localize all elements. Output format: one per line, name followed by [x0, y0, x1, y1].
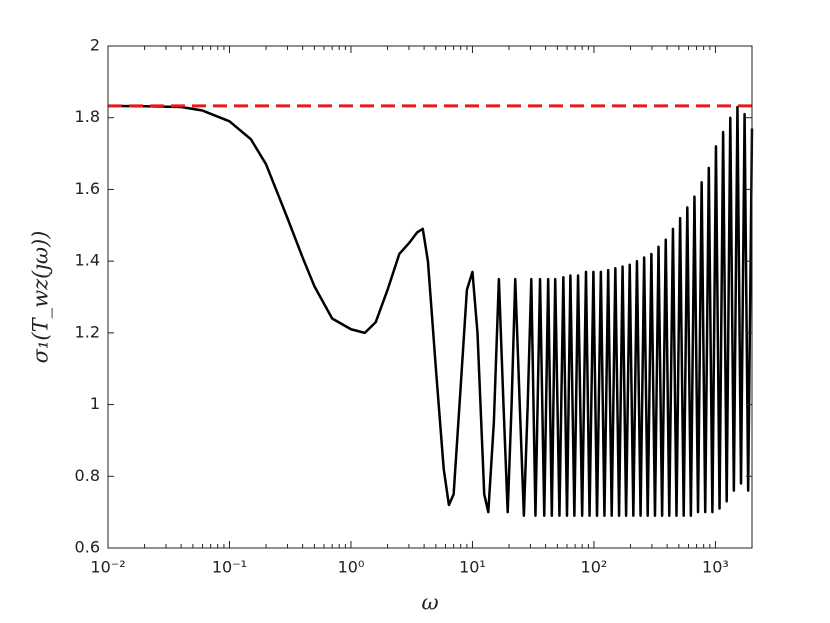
y-tick-label: 2	[90, 36, 100, 55]
x-tick-label: 10⁻¹	[212, 558, 247, 577]
y-tick-label: 1.8	[75, 107, 100, 126]
y-tick-label: 1.2	[75, 322, 100, 341]
y-tick-label: 1.6	[75, 179, 100, 198]
x-axis-label: ω	[421, 591, 438, 615]
y-axis-label: σ₁(T_wz(ȷω))	[29, 231, 53, 364]
plot-frame	[107, 45, 753, 549]
x-tick-label: 10³	[702, 558, 729, 577]
x-tick-label: 10¹	[459, 558, 486, 577]
y-tick-label: 0.6	[75, 538, 100, 557]
x-tick-label: 10²	[581, 558, 608, 577]
y-tick-label: 1	[90, 394, 100, 413]
data-line	[107, 104, 754, 517]
y-tick-label: 0.8	[75, 466, 100, 485]
x-tick-label: 10⁻²	[90, 558, 125, 577]
y-tick-label: 1.4	[75, 251, 100, 270]
x-tick-label: 10⁰	[338, 558, 365, 577]
